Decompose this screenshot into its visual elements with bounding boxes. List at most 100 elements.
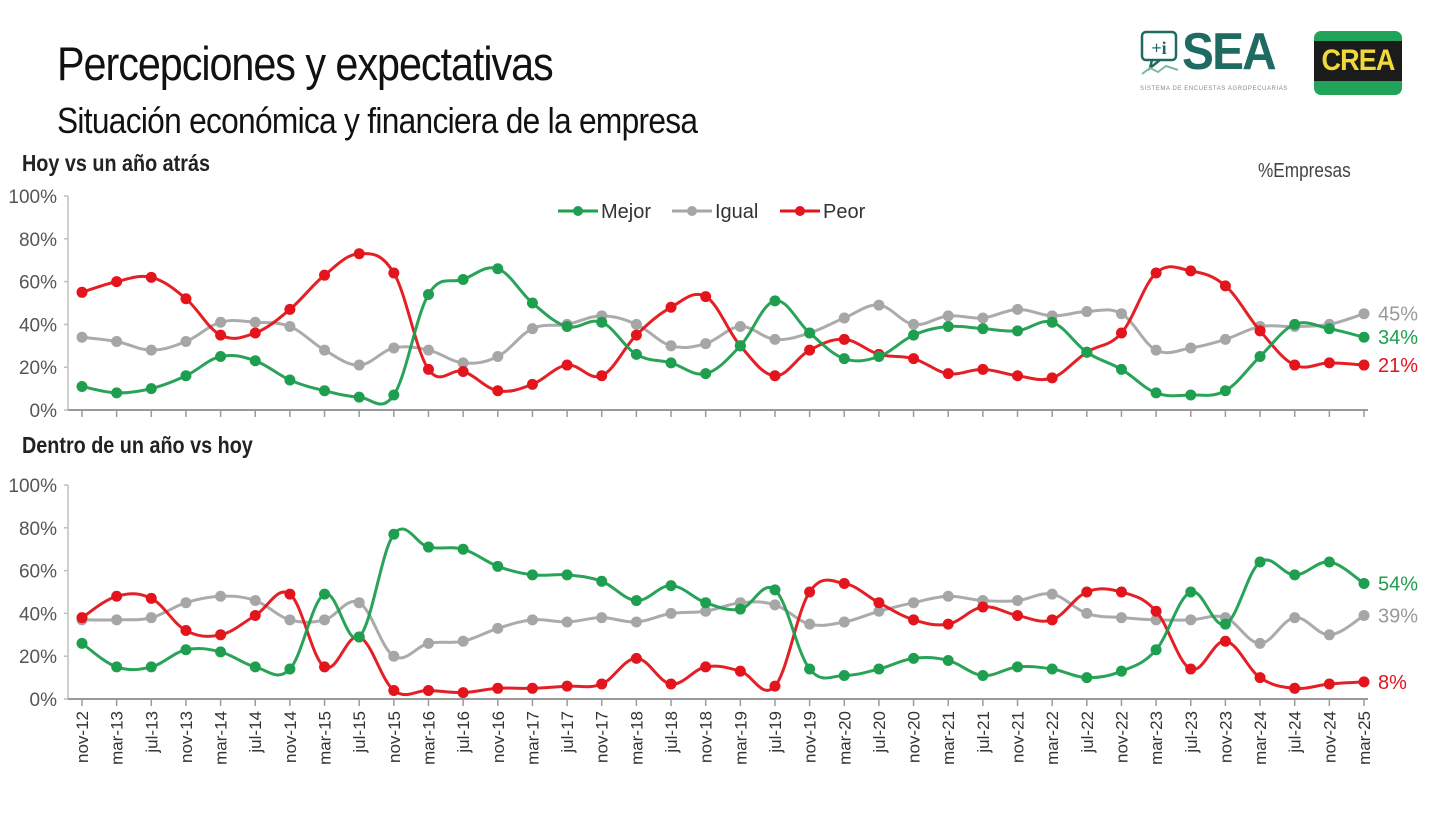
data-point-igual[interactable] [1219,333,1231,345]
data-point-peor[interactable] [249,327,261,339]
data-point-igual[interactable] [319,614,331,626]
data-point-mejor[interactable] [873,351,885,362]
data-point-mejor[interactable] [180,370,192,382]
data-point-igual[interactable] [145,612,157,624]
data-point-peor[interactable] [492,682,504,694]
data-point-mejor[interactable] [908,652,920,664]
data-point-peor[interactable] [111,590,123,602]
data-point-mejor[interactable] [630,595,642,607]
data-point-peor[interactable] [561,680,573,692]
data-point-igual[interactable] [630,616,642,628]
data-point-mejor[interactable] [804,327,816,339]
data-point-igual[interactable] [111,614,123,626]
data-point-mejor[interactable] [942,654,954,666]
data-point-igual[interactable] [145,344,157,356]
data-point-mejor[interactable] [111,661,123,673]
data-point-mejor[interactable] [76,637,88,649]
data-point-peor[interactable] [1185,663,1197,675]
data-point-mejor[interactable] [319,385,331,397]
data-point-igual[interactable] [319,344,331,356]
data-point-mejor[interactable] [838,669,850,681]
data-point-igual[interactable] [665,607,677,619]
data-point-igual[interactable] [457,357,469,369]
data-point-mejor[interactable] [353,631,365,643]
data-point-peor[interactable] [630,329,642,341]
data-point-mejor[interactable] [492,263,504,275]
data-point-peor[interactable] [284,303,296,315]
data-point-mejor[interactable] [734,340,746,352]
data-point-igual[interactable] [492,351,504,362]
data-point-peor[interactable] [1012,610,1024,622]
legend-item-peor[interactable]: Peor [780,201,866,223]
data-point-igual[interactable] [215,316,227,328]
data-point-mejor[interactable] [457,543,469,555]
data-point-peor[interactable] [1323,678,1335,690]
data-point-igual[interactable] [1289,612,1301,624]
data-point-mejor[interactable] [1289,318,1301,330]
data-point-igual[interactable] [180,597,192,609]
data-point-igual[interactable] [526,323,538,335]
data-point-peor[interactable] [1289,359,1301,371]
data-point-peor[interactable] [908,614,920,626]
data-point-peor[interactable] [630,652,642,664]
data-point-peor[interactable] [1323,357,1335,369]
data-point-mejor[interactable] [180,644,192,656]
data-point-igual[interactable] [249,316,261,328]
data-point-igual[interactable] [180,336,192,348]
data-point-mejor[interactable] [700,597,712,609]
data-point-igual[interactable] [700,605,712,617]
data-point-peor[interactable] [1289,682,1301,694]
data-point-peor[interactable] [1081,586,1093,598]
data-point-mejor[interactable] [353,391,365,403]
data-point-peor[interactable] [145,592,157,604]
data-point-mejor[interactable] [284,374,296,386]
data-point-igual[interactable] [977,312,989,324]
data-point-igual[interactable] [596,612,608,624]
data-point-peor[interactable] [353,248,365,260]
data-point-mejor[interactable] [1254,556,1266,568]
data-point-mejor[interactable] [111,387,123,399]
data-point-igual[interactable] [422,637,434,649]
data-point-peor[interactable] [215,329,227,341]
data-point-mejor[interactable] [1046,663,1058,675]
data-point-mejor[interactable] [769,295,781,307]
data-point-mejor[interactable] [1219,618,1231,630]
data-point-igual[interactable] [700,338,712,350]
data-point-peor[interactable] [457,365,469,377]
data-point-mejor[interactable] [319,588,331,600]
data-point-mejor[interactable] [1289,569,1301,581]
data-point-peor[interactable] [1046,614,1058,626]
data-point-peor[interactable] [1219,635,1231,647]
data-point-peor[interactable] [665,678,677,690]
data-point-peor[interactable] [769,370,781,382]
data-point-peor[interactable] [596,678,608,690]
data-point-peor[interactable] [1150,267,1162,279]
data-point-igual[interactable] [1115,308,1127,320]
data-point-igual[interactable] [1358,610,1370,622]
data-point-mejor[interactable] [1081,346,1093,358]
data-point-peor[interactable] [1185,265,1197,277]
data-point-mejor[interactable] [908,329,920,341]
data-point-mejor[interactable] [596,575,608,587]
data-point-igual[interactable] [838,616,850,628]
data-point-peor[interactable] [249,610,261,622]
data-point-peor[interactable] [838,577,850,589]
data-point-peor[interactable] [284,588,296,600]
data-point-igual[interactable] [873,605,885,617]
data-point-igual[interactable] [1185,614,1197,626]
data-point-peor[interactable] [1046,372,1058,384]
data-point-mejor[interactable] [769,584,781,596]
data-point-igual[interactable] [353,359,365,371]
data-point-peor[interactable] [1115,586,1127,598]
data-point-igual[interactable] [422,344,434,356]
data-point-mejor[interactable] [145,383,157,395]
data-point-mejor[interactable] [561,321,573,333]
data-point-peor[interactable] [804,344,816,356]
data-point-igual[interactable] [388,342,400,354]
data-point-mejor[interactable] [977,669,989,681]
data-point-igual[interactable] [526,614,538,626]
data-point-peor[interactable] [769,680,781,692]
data-point-igual[interactable] [1046,588,1058,600]
data-point-peor[interactable] [1115,327,1127,339]
data-point-peor[interactable] [700,291,712,303]
